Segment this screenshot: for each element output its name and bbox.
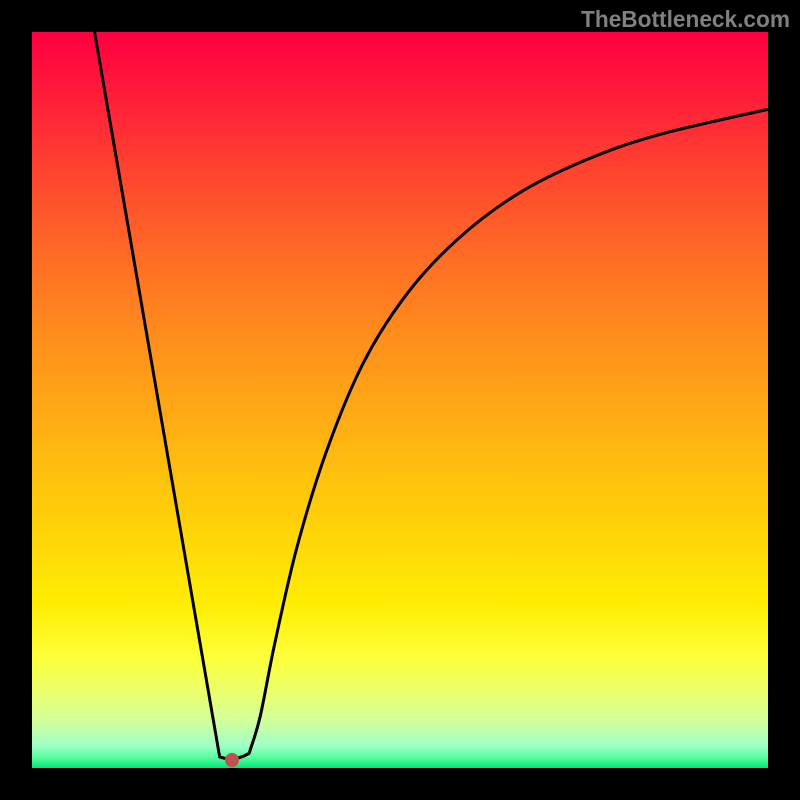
trough-marker [225,753,239,767]
plot-area [32,32,768,768]
chart-container: TheBottleneck.com [0,0,800,800]
bottleneck-curve [32,32,768,768]
watermark-text: TheBottleneck.com [581,6,790,33]
